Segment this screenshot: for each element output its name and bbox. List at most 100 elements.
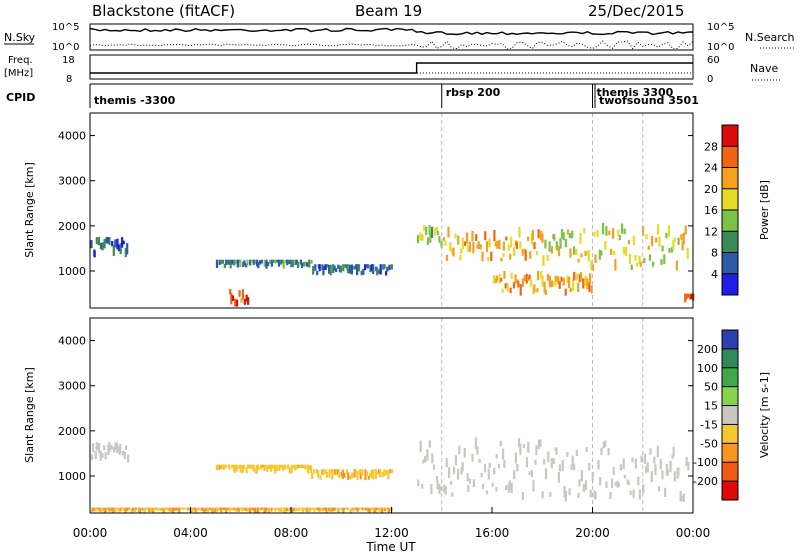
data-cell xyxy=(428,440,431,448)
data-cell xyxy=(101,242,104,251)
freq-tick-low: 8 xyxy=(66,74,72,85)
data-cell xyxy=(536,251,539,256)
data-cell xyxy=(254,507,257,513)
data-cell xyxy=(103,238,106,249)
data-cell xyxy=(673,237,676,242)
data-cell xyxy=(548,241,551,252)
data-cell xyxy=(322,265,325,276)
data-cell xyxy=(569,248,572,258)
colorbar-swatch xyxy=(722,462,738,482)
data-cell xyxy=(500,257,503,262)
y-tick-label: 4000 xyxy=(58,130,86,143)
data-cell xyxy=(495,487,498,492)
data-cell xyxy=(160,507,163,511)
data-cell xyxy=(333,265,336,271)
data-cell xyxy=(665,232,668,239)
colorbar-swatch xyxy=(722,273,738,295)
data-cell xyxy=(561,229,564,239)
data-cell xyxy=(356,264,359,276)
colorbar-frame xyxy=(721,329,739,501)
data-cell xyxy=(306,464,310,474)
data-cell xyxy=(99,242,103,250)
data-cell xyxy=(249,259,252,266)
data-cell xyxy=(512,281,516,289)
data-cell xyxy=(365,507,368,511)
data-cell xyxy=(90,454,94,460)
data-cell xyxy=(286,464,290,469)
data-cell xyxy=(527,441,530,453)
data-cell xyxy=(684,225,687,235)
data-cell xyxy=(349,475,352,480)
data-cell xyxy=(322,469,325,475)
data-cell xyxy=(614,259,617,271)
data-cell xyxy=(508,480,511,491)
data-cell xyxy=(295,464,299,469)
data-cell xyxy=(586,278,589,290)
data-cell xyxy=(598,249,601,260)
data-cell xyxy=(363,507,366,510)
data-cell xyxy=(655,237,658,243)
data-cell xyxy=(261,464,265,468)
freq-tick-high: 18 xyxy=(62,55,75,66)
data-cell xyxy=(463,448,466,458)
data-cell xyxy=(577,258,580,263)
data-cell xyxy=(250,507,253,510)
data-cell xyxy=(584,250,587,257)
data-cell xyxy=(124,247,127,258)
data-cell xyxy=(223,264,226,269)
data-cell xyxy=(493,230,496,242)
data-cell xyxy=(302,262,305,267)
data-cell xyxy=(122,240,125,245)
data-cell xyxy=(454,233,457,239)
data-cell xyxy=(367,475,370,480)
colorbar-swatch xyxy=(722,188,738,210)
data-cell xyxy=(527,276,530,281)
data-cell xyxy=(572,279,575,291)
data-cell xyxy=(248,464,251,469)
data-cell xyxy=(322,507,325,512)
freq-frame xyxy=(89,54,694,80)
data-cell xyxy=(194,507,197,513)
data-cell xyxy=(467,484,470,492)
data-cell xyxy=(234,507,237,512)
data-cell xyxy=(318,507,321,512)
data-cell xyxy=(579,233,582,245)
data-cell xyxy=(370,470,373,479)
data-cell xyxy=(657,224,660,235)
data-cell xyxy=(334,507,337,511)
data-cell xyxy=(311,472,314,480)
data-cell xyxy=(519,443,522,455)
data-cell xyxy=(649,448,652,455)
data-cell xyxy=(234,259,238,264)
data-cell xyxy=(107,444,110,456)
data-cell xyxy=(582,278,585,289)
data-cell xyxy=(503,460,506,468)
data-cell xyxy=(386,266,389,272)
data-cell xyxy=(493,467,496,475)
date-title: 25/Dec/2015 xyxy=(588,2,684,20)
data-cell xyxy=(354,469,357,475)
data-cell xyxy=(235,464,238,472)
data-cell xyxy=(265,507,268,512)
colorbar-tick-label: 4 xyxy=(711,268,718,281)
data-cell xyxy=(356,471,359,480)
colorbar-swatch xyxy=(722,367,738,387)
data-cell xyxy=(478,458,481,463)
data-cell xyxy=(634,255,637,261)
data-cell xyxy=(235,299,239,307)
data-cell xyxy=(555,241,558,251)
data-cell xyxy=(382,264,385,270)
data-cell xyxy=(307,507,310,513)
data-cell xyxy=(625,246,628,257)
data-cell xyxy=(216,507,219,512)
data-cell xyxy=(318,264,321,272)
velocity-frame xyxy=(89,317,694,514)
data-cell xyxy=(573,463,576,471)
data-cell xyxy=(193,507,196,510)
data-cell xyxy=(296,507,300,511)
data-cell xyxy=(430,483,433,495)
data-cell xyxy=(379,507,382,510)
data-cell xyxy=(519,284,522,296)
data-cell xyxy=(521,492,524,500)
data-cell xyxy=(436,230,440,236)
